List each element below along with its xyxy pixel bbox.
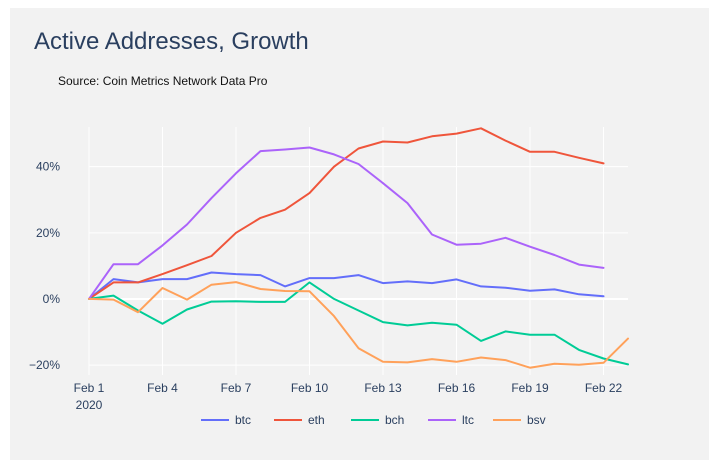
series-line-btc bbox=[88, 271, 605, 300]
series-line-bsv bbox=[88, 281, 629, 369]
legend-label: bsv bbox=[527, 413, 546, 427]
x-axis-ticks: Feb 1 2020 Feb 4 Feb 7 Feb 10 Feb 13 Feb 16 Feb… bbox=[74, 381, 623, 412]
x-tick-sublabel: 2020 bbox=[76, 398, 103, 412]
x-tick-label: Feb 22 bbox=[585, 381, 623, 395]
x-tick-label: Feb 10 bbox=[291, 381, 329, 395]
x-tick-label: Feb 13 bbox=[364, 381, 402, 395]
gridlines bbox=[88, 127, 628, 375]
x-tick-label: Feb 7 bbox=[221, 381, 252, 395]
series-line-bch bbox=[88, 281, 629, 366]
legend-item-bch[interactable]: bch bbox=[351, 413, 404, 427]
y-axis-ticks: 40% 20% 0% −20% bbox=[29, 160, 60, 372]
x-tick-label: Feb 19 bbox=[511, 381, 549, 395]
legend-label: bch bbox=[385, 413, 404, 427]
series-line-eth bbox=[88, 127, 605, 300]
legend-label: btc bbox=[235, 413, 251, 427]
y-tick-label: 20% bbox=[36, 226, 60, 240]
series-line-ltc bbox=[88, 146, 605, 300]
legend-item-ltc[interactable]: ltc bbox=[428, 413, 474, 427]
y-tick-label: −20% bbox=[29, 358, 60, 372]
legend-label: ltc bbox=[462, 413, 474, 427]
y-tick-label: 0% bbox=[43, 292, 61, 306]
chart-title: Active Addresses, Growth bbox=[34, 28, 309, 55]
legend-item-bsv[interactable]: bsv bbox=[493, 413, 546, 427]
x-tick-label: Feb 4 bbox=[147, 381, 178, 395]
x-tick-label: Feb 16 bbox=[438, 381, 476, 395]
chart-subtitle: Source: Coin Metrics Network Data Pro bbox=[58, 74, 268, 88]
legend-item-eth[interactable]: eth bbox=[274, 413, 325, 427]
series-lines bbox=[88, 127, 629, 369]
legend: btc eth bch ltc bsv bbox=[201, 413, 546, 427]
legend-label: eth bbox=[308, 413, 325, 427]
legend-item-btc[interactable]: btc bbox=[201, 413, 251, 427]
x-tick-label: Feb 1 bbox=[74, 381, 105, 395]
y-tick-label: 40% bbox=[36, 160, 60, 174]
chart-background bbox=[10, 8, 709, 460]
